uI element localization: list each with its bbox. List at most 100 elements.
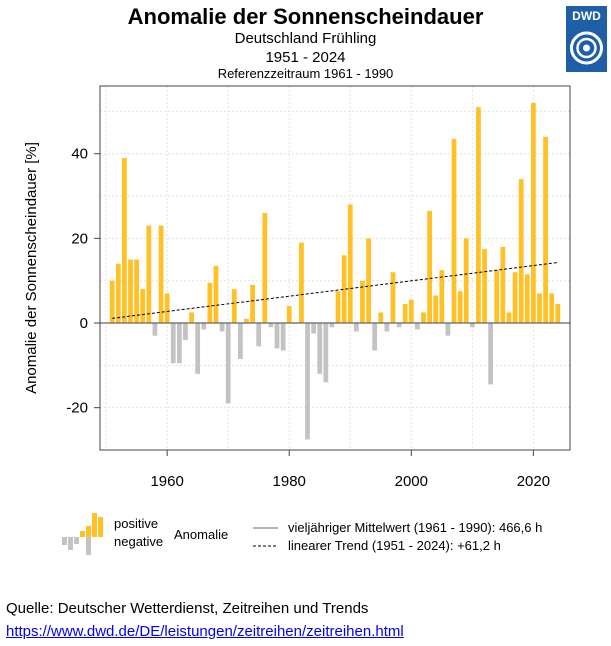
bar — [128, 259, 133, 324]
bar — [353, 323, 359, 332]
bar — [323, 323, 329, 383]
legend-negative-swatch — [68, 537, 73, 550]
legend-trend-label: linearer Trend (1951 - 2024): +61,2 h — [288, 538, 501, 553]
dwd-logo — [566, 6, 607, 72]
bar — [146, 225, 152, 324]
legend-anomaly-label: Anomalie — [174, 527, 228, 542]
legend-swatch-icon — [62, 513, 103, 555]
dwd-logo-text: DWD — [572, 9, 601, 23]
bar — [152, 323, 158, 336]
bar — [219, 323, 225, 332]
legend-positive-label: positive — [114, 516, 158, 531]
trend-line-segment — [112, 262, 558, 319]
axes: 1960 1980 2000 2020 -20 0 20 40 — [66, 146, 550, 490]
bar — [274, 323, 280, 349]
bar — [549, 293, 555, 324]
bar — [555, 303, 561, 324]
bar — [366, 238, 371, 324]
bar — [378, 312, 384, 324]
chart-subtitle-reference: Referenzzeitraum 1961 - 1990 — [217, 66, 394, 81]
bar — [256, 323, 262, 347]
bar — [531, 102, 536, 324]
bar — [305, 323, 310, 440]
bar — [189, 312, 194, 324]
plot-frame — [99, 85, 571, 451]
bar — [109, 280, 115, 324]
bar — [390, 272, 396, 324]
bar — [201, 323, 207, 330]
bar — [183, 323, 188, 340]
legend-positive-swatch — [80, 531, 85, 537]
bar — [207, 282, 213, 324]
bar — [518, 179, 524, 324]
bar — [445, 323, 451, 336]
bar — [372, 323, 378, 351]
bar — [250, 284, 255, 324]
chart-subtitle-region: Deutschland Frühling — [234, 30, 377, 47]
bars — [100, 102, 570, 440]
legend-positive-swatch — [86, 526, 91, 537]
bar — [476, 107, 481, 324]
bar — [500, 246, 506, 324]
bar — [360, 280, 365, 324]
bar — [317, 323, 323, 374]
bar — [140, 289, 146, 324]
bar — [421, 312, 426, 324]
x-tick-label: 1980 — [273, 473, 306, 490]
bar — [115, 263, 121, 324]
legend-positive-swatch — [92, 513, 97, 537]
legend-negative-label: negative — [114, 534, 163, 549]
bar — [384, 323, 390, 332]
chart-subtitle-period: 1951 - 2024 — [265, 49, 346, 66]
bar — [268, 323, 274, 328]
bar — [506, 312, 512, 324]
bar — [451, 138, 457, 324]
bar — [494, 270, 500, 324]
bar — [195, 323, 201, 374]
bar — [524, 274, 530, 324]
bar — [482, 248, 487, 324]
bar — [311, 323, 317, 334]
bar — [225, 323, 231, 404]
y-axis-label: Anomalie der Sonnenscheindauer [%] — [23, 142, 40, 394]
bar — [433, 295, 439, 324]
bar — [543, 136, 548, 324]
bar — [170, 323, 176, 364]
bar — [469, 323, 475, 328]
bar — [488, 323, 494, 385]
y-tick-label: -20 — [66, 400, 88, 417]
y-tick-label: 40 — [71, 146, 88, 163]
bar — [158, 225, 164, 324]
legend-positive-swatch — [98, 517, 103, 537]
legend-negative-swatch — [74, 537, 79, 544]
x-tick-label: 2000 — [395, 473, 428, 490]
x-tick-label: 1960 — [150, 473, 183, 490]
y-tick-label: 0 — [80, 315, 88, 332]
trend-line — [112, 262, 558, 319]
bar — [439, 270, 445, 324]
source-link[interactable]: https://www.dwd.de/DE/leistungen/zeitrei… — [6, 623, 404, 640]
bar — [335, 291, 341, 324]
source-text: Quelle: Deutscher Wetterdienst, Zeitreih… — [6, 600, 369, 617]
y-tick-label: 20 — [71, 230, 88, 247]
chart-svg: 1960 1980 2000 2020 -20 0 20 40 Anomalie der So… — [23, 85, 571, 555]
x-tick-label: 2020 — [517, 473, 550, 490]
bar — [402, 303, 408, 324]
bar — [164, 293, 170, 324]
bar — [457, 291, 463, 324]
bar — [299, 242, 304, 324]
bar — [286, 306, 292, 324]
bar — [512, 272, 518, 324]
bar — [341, 255, 347, 324]
bar — [396, 323, 402, 328]
dwd-logo-icon — [570, 31, 603, 65]
bar — [415, 323, 420, 330]
bar — [463, 238, 469, 324]
legend-mean-label: vieljähriger Mittelwert (1961 - 1990): 4… — [288, 520, 542, 535]
gridlines — [100, 86, 570, 450]
bar — [134, 259, 139, 324]
bar — [262, 212, 268, 324]
legend-negative-swatch — [86, 537, 91, 555]
bar — [537, 293, 542, 324]
bar — [122, 157, 127, 324]
